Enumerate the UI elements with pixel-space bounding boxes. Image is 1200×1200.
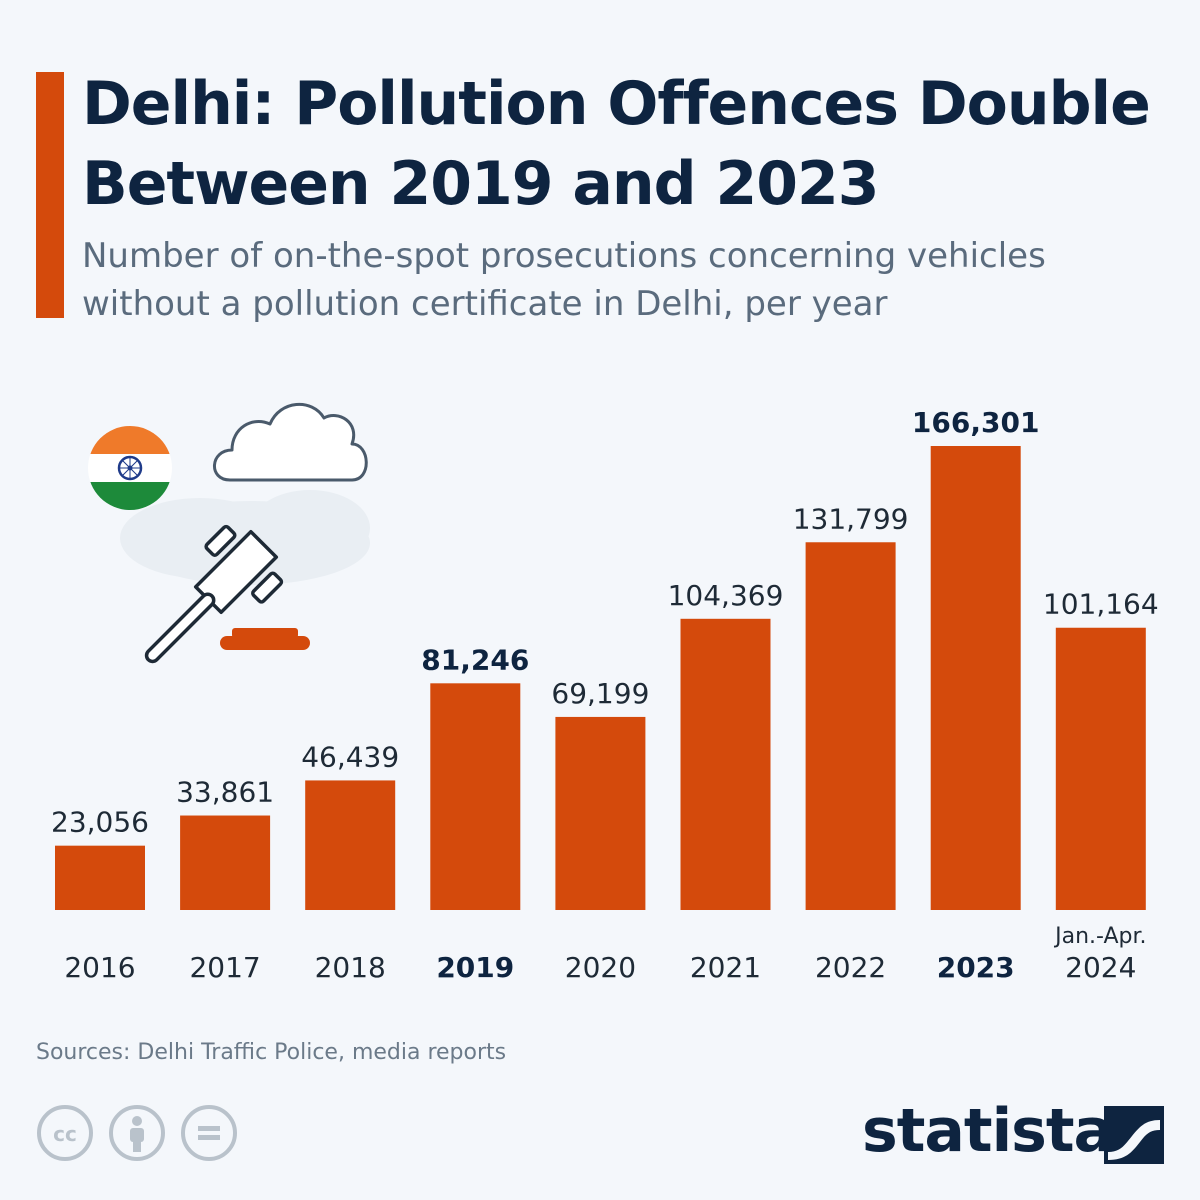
bar-2019	[430, 683, 521, 910]
value-label-2017: 33,861	[176, 776, 274, 809]
title-accent-bar	[36, 72, 64, 318]
bar-2022	[805, 542, 896, 910]
bar-2021	[680, 618, 771, 910]
bar-chart: 23,056 33,861 46,439 81,246 69,199 104,369 131…	[51, 406, 1159, 984]
bar-2024	[1055, 627, 1146, 910]
statista-logo-icon	[1104, 1106, 1164, 1164]
chart-subtitle: Number of on-the-spot prosecutions conce…	[82, 236, 1046, 324]
attribution-icon[interactable]	[108, 1104, 166, 1162]
value-label-2019: 81,246	[421, 643, 529, 676]
value-label-2021: 104,369	[668, 579, 784, 612]
cc-icon[interactable]: cc	[36, 1104, 94, 1162]
bar-2017	[180, 815, 271, 910]
value-label-2022: 131,799	[793, 502, 909, 535]
value-label-2024: 101,164	[1043, 588, 1159, 621]
value-labels-layer: 23,056 33,861 46,439 81,246 69,199 104,369 131…	[51, 406, 1159, 839]
source-note: Sources: Delhi Traffic Police, media rep…	[36, 1040, 507, 1065]
svg-text:cc: cc	[53, 1122, 77, 1146]
bar-2016	[55, 845, 145, 910]
bars-layer	[55, 446, 1146, 910]
cloud-icon	[213, 403, 368, 482]
x-tick-label-2017: 2017	[189, 951, 260, 984]
x-tick-label-2020: 2020	[565, 951, 636, 984]
illustration	[88, 403, 370, 664]
brand-wordmark: statista	[862, 1096, 1114, 1166]
chart-title: Delhi: Pollution Offences Double Between…	[82, 69, 1151, 219]
x-tick-label-2018: 2018	[315, 951, 386, 984]
bar-2020	[555, 716, 646, 910]
x-tick-label-2016: 2016	[64, 951, 135, 984]
x-tick-label-2023: 2023	[937, 951, 1015, 984]
bar-2023	[930, 446, 1021, 910]
gavel-icon	[144, 524, 310, 664]
x-tick-label-2022: 2022	[815, 951, 886, 984]
x-tick-label-2019: 2019	[436, 951, 514, 984]
value-label-2023: 166,301	[912, 406, 1040, 439]
no-derivatives-icon[interactable]	[180, 1104, 238, 1162]
bar-2018	[305, 780, 396, 910]
x-tick-note-2024: Jan.-Apr.	[1053, 924, 1146, 949]
x-tick-labels-layer: 2016 2017 2018 2019 2020 2021 2022 2023 2024Jan.…	[64, 924, 1146, 984]
x-tick-label-2021: 2021	[690, 951, 761, 984]
x-tick-label-2024: 2024	[1065, 951, 1136, 984]
value-label-2020: 69,199	[551, 677, 649, 710]
value-label-2018: 46,439	[301, 740, 399, 773]
value-label-2016: 23,056	[51, 806, 149, 839]
